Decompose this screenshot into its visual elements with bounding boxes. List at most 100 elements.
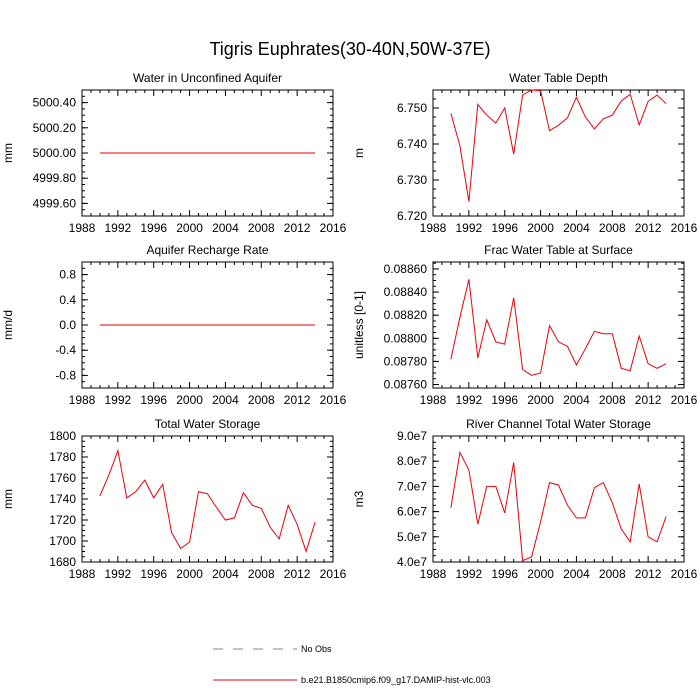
y-axis-label: m [352,148,366,158]
series-line [450,89,667,202]
x-tick-label: 1988 [69,567,96,581]
x-tick-label: 2012 [284,567,311,581]
x-tick-label: 2016 [320,393,347,407]
y-tick-label: 1740 [49,492,76,506]
y-tick-label: 5000.00 [33,146,77,160]
y-tick-label: 4.0e7 [397,555,427,569]
x-tick-label: 2008 [599,393,626,407]
panel-title: Water Table Depth [509,71,608,85]
y-tick-label: 0.08860 [384,262,428,276]
panel-2: Water Table Depth m 1988 1992 1996 2000 2004 20… [352,71,698,235]
y-tick-label: 5.0e7 [397,530,427,544]
y-tick-label: 6.730 [397,173,427,187]
y-tick-label: 1720 [49,513,76,527]
x-tick-label: 1992 [456,393,483,407]
x-tick-label: 2016 [671,567,698,581]
y-tick-label: 0.08760 [384,378,428,392]
panel-title: Aquifer Recharge Rate [146,243,268,257]
x-tick-label: 2000 [527,221,554,235]
legend: No Obs b.e21.B1850cmip6.f09_g17.DAMIP-hi… [213,644,491,685]
y-tick-label: 6.740 [397,137,427,151]
x-tick-label: 2008 [599,221,626,235]
panel-title: Water in Unconfined Aquifer [133,71,282,85]
y-tick-label: 5000.20 [33,121,77,135]
x-tick-label: 2016 [671,221,698,235]
x-tick-label: 1988 [69,221,96,235]
x-tick-label: 2012 [284,393,311,407]
panel-6: River Channel Total Water Storage m3 1988 1… [352,417,698,581]
panel-frame [432,435,685,563]
x-tick-label: 2004 [563,221,590,235]
x-tick-label: 1988 [69,393,96,407]
x-tick-label: 1996 [140,221,167,235]
panel-3: Aquifer Recharge Rate mm/d 1988 1992 1996 200… [1,243,347,407]
legend-label-no-obs: No Obs [301,644,332,654]
y-axis-label: mm/d [1,310,15,340]
y-tick-label: 6.750 [397,101,427,115]
x-tick-label: 2008 [248,567,275,581]
x-tick-label: 1996 [491,393,518,407]
x-tick-label: 2000 [527,567,554,581]
figure-title: Tigris Euphrates(30-40N,50W-37E) [209,39,490,59]
panel-5: Total Water Storage mm 1988 1992 1996 2000 200… [1,417,347,581]
y-tick-label: 9.0e7 [397,429,427,443]
x-tick-label: 2008 [248,221,275,235]
x-tick-label: 2012 [635,221,662,235]
x-tick-label: 2000 [176,393,203,407]
x-tick-label: 1996 [140,567,167,581]
y-tick-label: 6.720 [397,209,427,223]
y-tick-label: 8.0e7 [397,454,427,468]
y-tick-label: -0.4 [55,343,76,357]
x-tick-label: 1992 [456,221,483,235]
panel-frame [432,89,685,217]
legend-label-model: b.e21.B1850cmip6.f09_g17.DAMIP-hist-vlc.… [301,675,491,685]
y-tick-label: 0.08800 [384,331,428,345]
x-tick-label: 1996 [140,393,167,407]
x-tick-label: 2004 [563,567,590,581]
x-tick-label: 2012 [635,393,662,407]
y-tick-label: 4999.80 [33,171,77,185]
panel-frame [432,261,685,389]
series-line [99,448,316,554]
y-axis-label: mm [1,489,15,509]
panel-title: River Channel Total Water Storage [466,417,651,431]
x-tick-label: 2012 [635,567,662,581]
y-tick-label: 0.4 [59,293,76,307]
y-tick-label: 7.0e7 [397,479,427,493]
panel-4: Frac Water Table at Surface unitless [0-1… [352,243,698,407]
x-tick-label: 2000 [176,221,203,235]
x-tick-label: 2004 [563,393,590,407]
x-tick-label: 2016 [320,567,347,581]
x-tick-label: 2004 [212,567,239,581]
x-tick-label: 1988 [420,567,447,581]
x-tick-label: 2004 [212,221,239,235]
x-tick-label: 2016 [671,393,698,407]
x-tick-label: 1988 [420,393,447,407]
series-line [450,279,667,376]
panel-title: Frac Water Table at Surface [484,243,633,257]
y-axis-label: m3 [352,490,366,507]
x-tick-label: 2004 [212,393,239,407]
y-tick-label: 5000.40 [33,96,77,110]
panel-frame [81,435,334,563]
y-tick-label: 0.08840 [384,285,428,299]
x-tick-label: 2016 [320,221,347,235]
x-tick-label: 1992 [105,567,132,581]
y-tick-label: 6.0e7 [397,505,427,519]
panels: Water in Unconfined Aquifer mm 1988 1992 199… [1,71,698,581]
x-tick-label: 1992 [105,393,132,407]
y-tick-label: 0.8 [59,268,76,282]
x-tick-label: 2000 [527,393,554,407]
y-tick-label: -0.8 [55,368,76,382]
x-tick-label: 1996 [491,567,518,581]
x-tick-label: 2000 [176,567,203,581]
series-line [450,450,667,562]
panel-1: Water in Unconfined Aquifer mm 1988 1992 199… [1,71,347,235]
y-tick-label: 1700 [49,534,76,548]
y-tick-label: 0.08780 [384,354,428,368]
y-tick-label: 0.08820 [384,308,428,322]
y-tick-label: 1760 [49,471,76,485]
y-tick-label: 4999.60 [33,196,77,210]
x-tick-label: 2008 [599,567,626,581]
